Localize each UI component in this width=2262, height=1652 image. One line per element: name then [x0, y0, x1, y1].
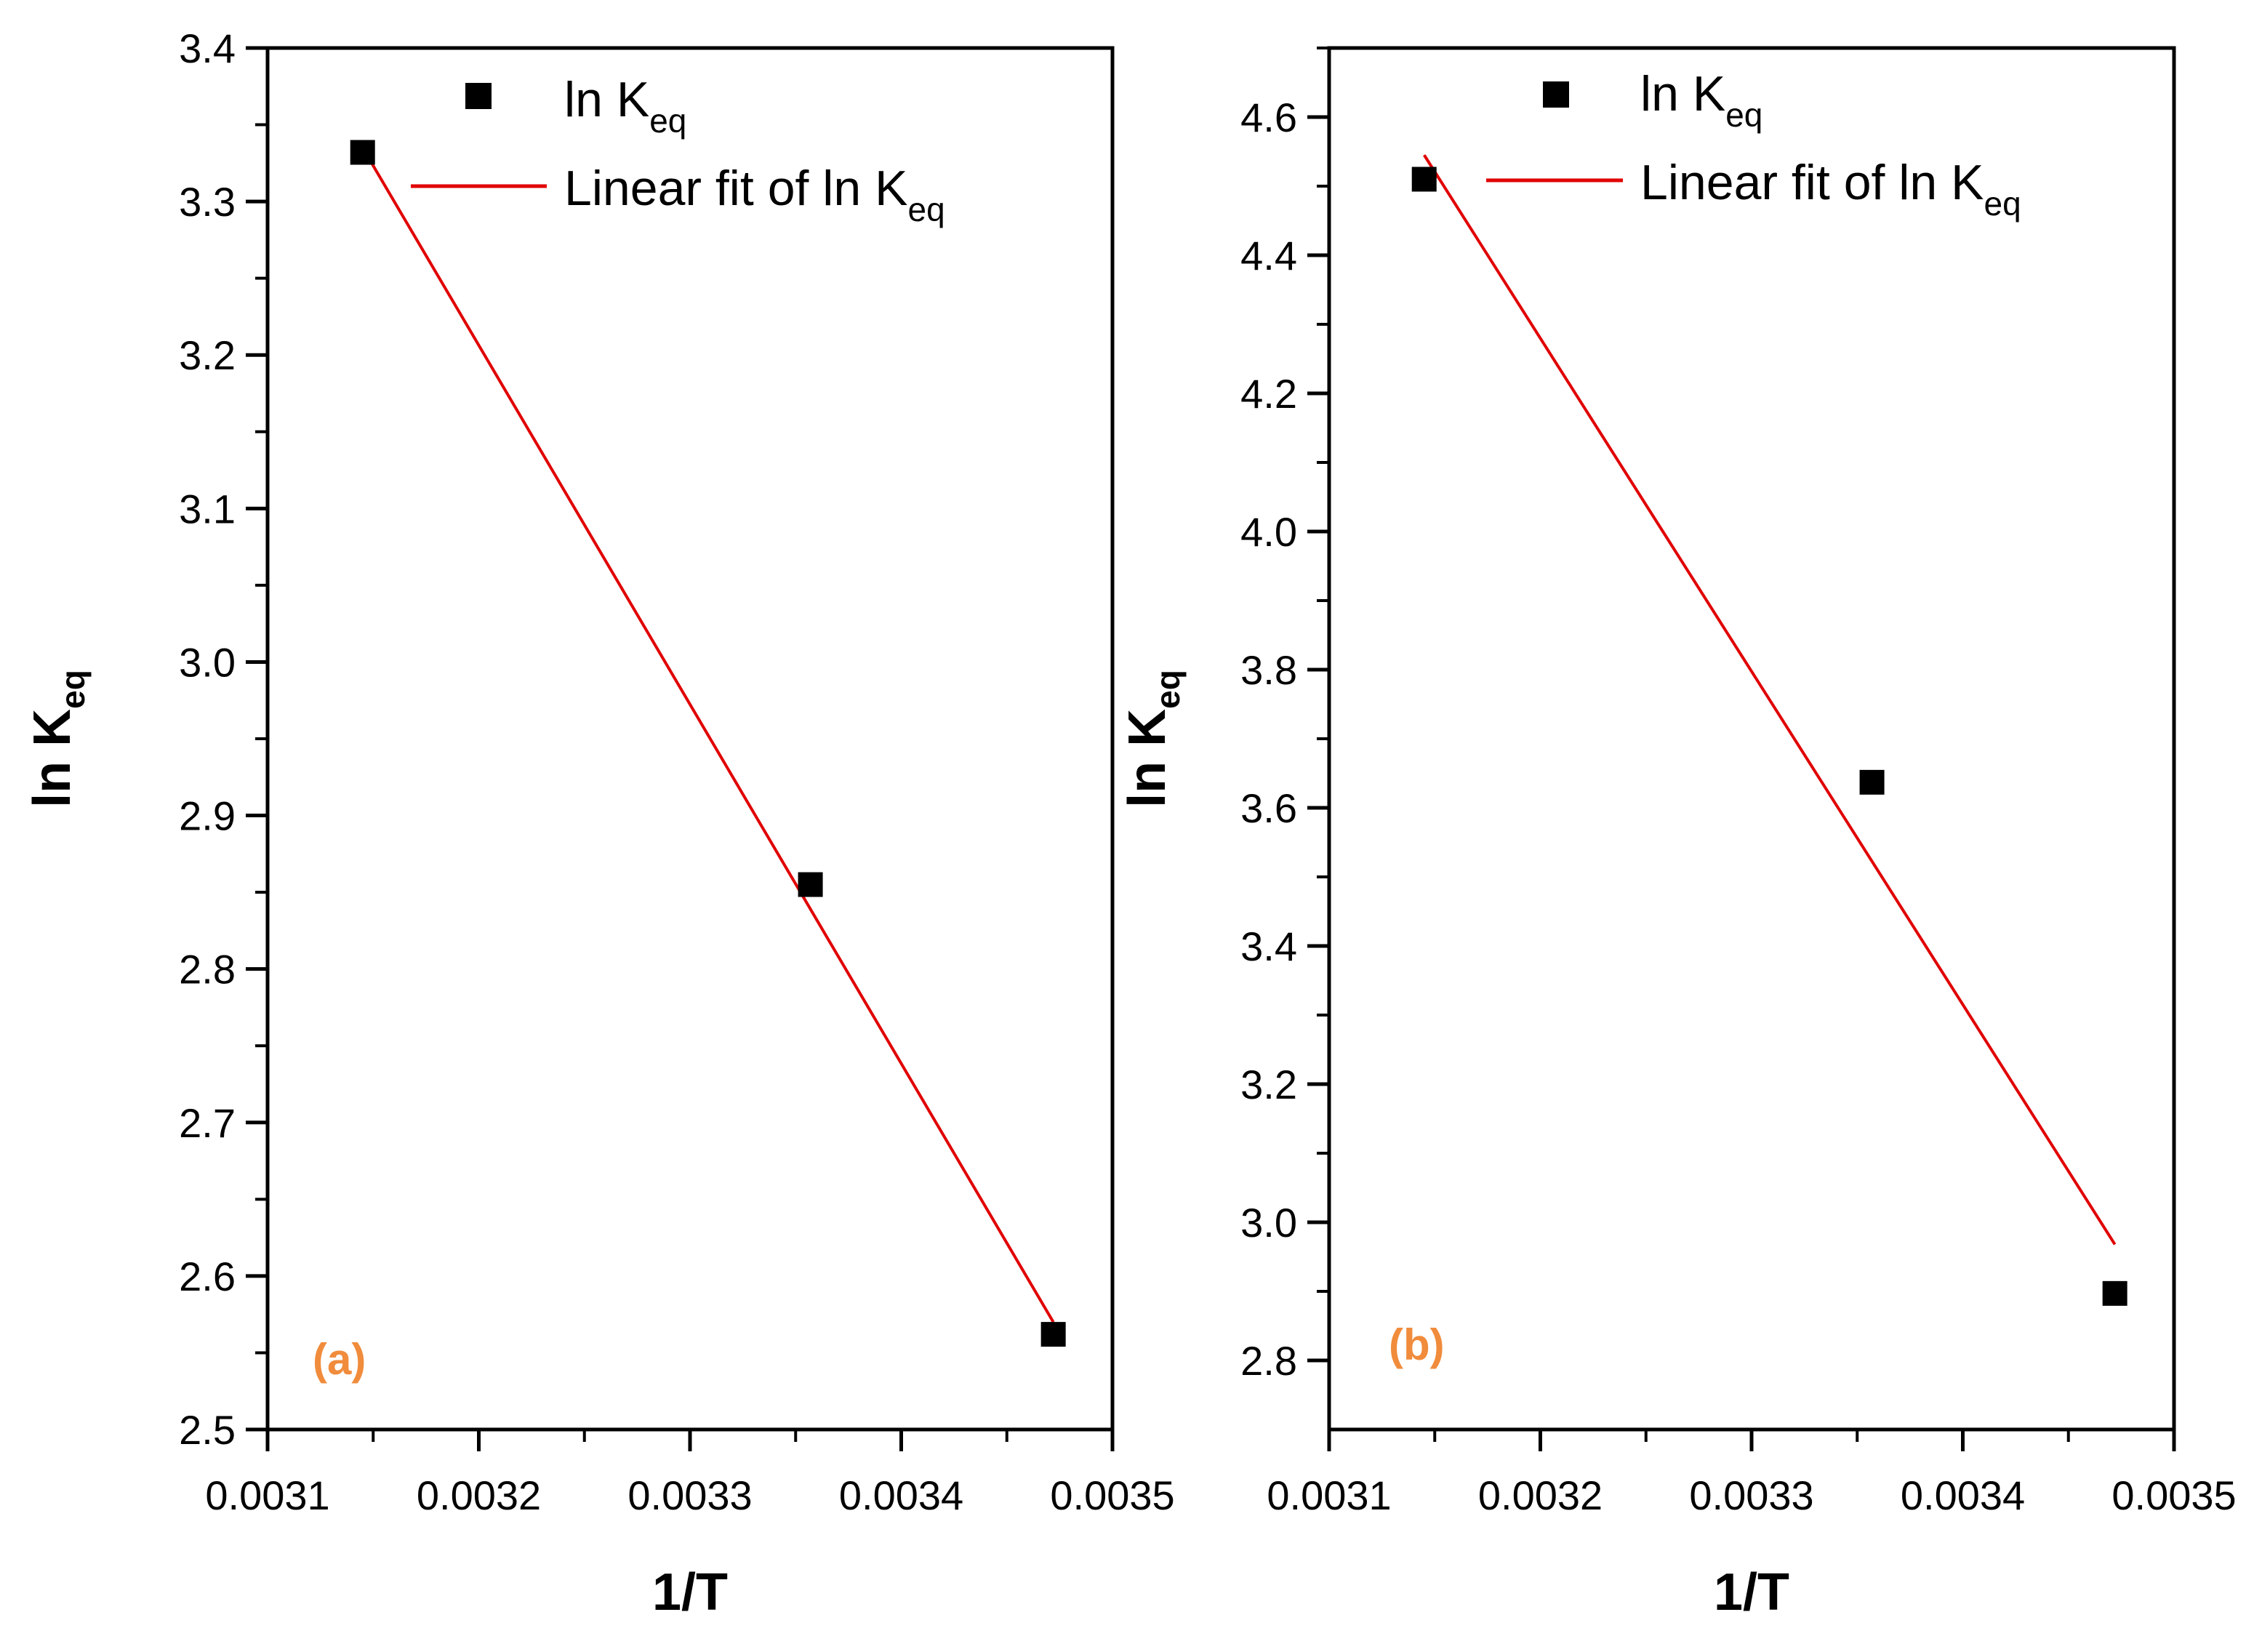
- plot-frame: [1327, 46, 2176, 1432]
- panel-label: (a): [313, 1335, 366, 1384]
- x-axis-title: 1/T: [1714, 1563, 1789, 1621]
- plot-frame: [265, 46, 1115, 1432]
- x-tick-label: 0.0033: [627, 1472, 752, 1518]
- y-axis-title-subscript: eq: [54, 670, 92, 709]
- x-tick-label: 0.0033: [1689, 1472, 1813, 1518]
- y-tick-label: 4.6: [1240, 95, 1297, 140]
- x-tick-label: 0.0032: [417, 1472, 541, 1518]
- legend-label-fit-main: Linear fit of ln K: [1640, 155, 1984, 210]
- data-point: [350, 140, 375, 165]
- y-tick-label: 3.4: [1240, 923, 1297, 969]
- x-axis-title: 1/T: [652, 1563, 728, 1621]
- legend-label-points-subscript: eq: [1725, 96, 1762, 134]
- panel-label: (b): [1389, 1320, 1445, 1369]
- y-tick-label: 3.6: [1240, 785, 1297, 831]
- x-tick-label: 0.0034: [839, 1472, 963, 1518]
- legend-label-points: ln Keq: [1640, 66, 1762, 134]
- legend-label-fit-subscript: eq: [907, 191, 944, 228]
- y-tick-label: 3.8: [1240, 647, 1297, 693]
- y-tick-label: 3.4: [179, 25, 236, 71]
- data-point: [798, 872, 823, 897]
- data-point: [1040, 1322, 1066, 1347]
- data-point: [2102, 1280, 2127, 1306]
- y-tick-label: 3.3: [179, 179, 236, 225]
- x-tick-label: 0.0031: [205, 1472, 329, 1518]
- y-tick-label: 2.8: [179, 947, 236, 993]
- data-point: [1859, 769, 1885, 795]
- y-axis-title: ln Keq: [1118, 670, 1187, 808]
- y-axis-title-main: ln K: [23, 709, 81, 808]
- data-point: [1411, 167, 1437, 192]
- y-tick-label: 4.0: [1240, 509, 1297, 555]
- x-tick-label: 0.0035: [2111, 1472, 2236, 1518]
- legend-label-points-main: ln K: [564, 72, 649, 127]
- y-axis-title: ln Keq: [23, 670, 92, 808]
- legend-label-points-subscript: eq: [649, 102, 686, 140]
- legend-label-fit-subscript: eq: [1984, 185, 2021, 222]
- legend-label-fit: Linear fit of ln Keq: [564, 161, 945, 228]
- y-tick-label: 2.9: [179, 793, 236, 839]
- y-tick-label: 4.2: [1240, 371, 1297, 417]
- legend-label-fit-main: Linear fit of ln K: [564, 161, 907, 216]
- y-axis-title-main: ln K: [1118, 709, 1176, 808]
- chart-panel-1: 0.0031 0.0032 0.0033 0.0034 0.0035 2.5 2.6 2.7 2…: [23, 25, 1175, 1621]
- y-tick-label: 4.4: [1240, 233, 1297, 278]
- y-tick-label: 2.8: [1240, 1338, 1297, 1384]
- y-tick-label: 3.0: [1240, 1200, 1297, 1246]
- y-tick-label: 2.5: [179, 1407, 236, 1453]
- x-tick-label: 0.0035: [1050, 1472, 1174, 1518]
- chart-panel-2: 0.0031 0.0032 0.0033 0.0034 0.0035 2.8 3.0 3.2 3…: [1118, 46, 2237, 1621]
- y-tick-label: 3.0: [179, 639, 236, 685]
- legend-label-fit: Linear fit of ln Keq: [1640, 155, 2021, 222]
- y-axis-title-subscript: eq: [1149, 670, 1187, 709]
- x-tick-label: 0.0031: [1267, 1472, 1391, 1518]
- legend-label-points: ln Keq: [564, 72, 686, 140]
- y-tick-label: 3.2: [1240, 1062, 1297, 1107]
- linear-fit-line: [1423, 154, 2117, 1246]
- legend-label-points-main: ln K: [1640, 66, 1725, 121]
- legend-marker-points: [1543, 81, 1569, 108]
- y-tick-label: 3.1: [179, 486, 236, 532]
- linear-fit-line: [361, 147, 1055, 1323]
- y-tick-label: 3.2: [179, 332, 236, 378]
- legend-marker-points: [465, 83, 492, 109]
- x-tick-label: 0.0034: [1901, 1472, 2025, 1518]
- x-tick-label: 0.0032: [1478, 1472, 1603, 1518]
- y-tick-label: 2.6: [179, 1254, 236, 1299]
- y-tick-label: 2.7: [179, 1100, 236, 1146]
